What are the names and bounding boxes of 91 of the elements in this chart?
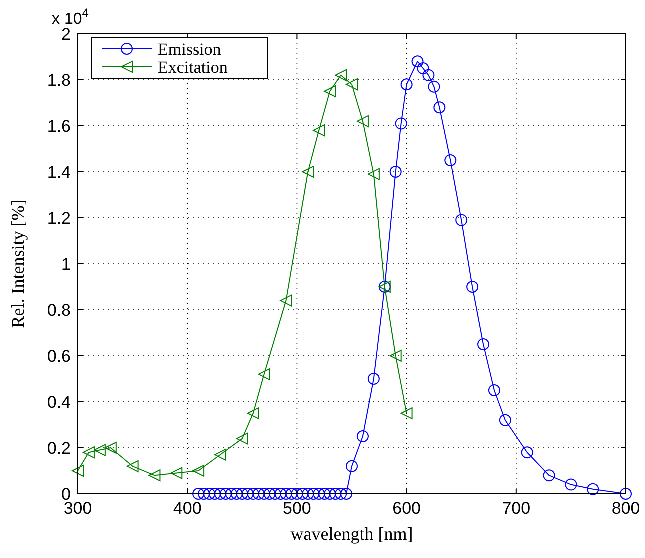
point <box>478 338 490 350</box>
point <box>390 166 402 178</box>
x-tick-label: 300 <box>64 499 92 518</box>
point <box>302 166 314 178</box>
point <box>148 470 161 482</box>
point <box>488 384 500 396</box>
y-axis-title: Rel. Intensity [%] <box>8 200 28 328</box>
point <box>104 442 117 454</box>
x-tick-label: 800 <box>612 499 640 518</box>
point <box>499 414 512 426</box>
point <box>395 118 408 130</box>
point <box>521 446 534 459</box>
point <box>247 488 260 500</box>
point <box>247 408 260 420</box>
point <box>252 488 265 500</box>
point <box>330 488 342 500</box>
point <box>230 488 243 500</box>
point <box>428 80 440 93</box>
point <box>318 488 331 500</box>
point <box>296 488 309 500</box>
point <box>308 488 320 500</box>
point <box>170 467 183 480</box>
point <box>368 373 380 385</box>
point <box>192 488 205 500</box>
x-tick-label: 600 <box>392 499 421 518</box>
point <box>400 408 413 420</box>
point <box>324 86 336 98</box>
point <box>587 483 600 496</box>
point <box>466 281 479 293</box>
point <box>444 154 457 166</box>
point <box>214 488 226 500</box>
x-axis-title: wavelength [nm] <box>290 524 414 544</box>
point <box>324 488 336 500</box>
point <box>280 488 292 500</box>
point <box>400 78 413 91</box>
point <box>356 430 369 442</box>
point <box>368 168 380 180</box>
point <box>417 62 430 74</box>
point <box>302 488 314 500</box>
point <box>192 465 205 477</box>
point <box>565 478 578 491</box>
point <box>313 488 326 500</box>
y-tick-label: 1.8 <box>47 70 71 90</box>
point <box>242 488 254 500</box>
y-tick-label: 0.6 <box>47 346 71 366</box>
point <box>225 488 238 500</box>
point <box>356 115 369 128</box>
point <box>209 488 221 500</box>
point <box>456 214 468 226</box>
point <box>412 56 424 68</box>
point <box>346 78 358 91</box>
point <box>543 470 556 482</box>
x-tick-label: 500 <box>283 499 312 518</box>
x-tick-label: 400 <box>173 499 202 518</box>
point <box>335 69 348 82</box>
legend-label: Emission <box>158 40 222 59</box>
point <box>126 460 139 472</box>
point <box>269 488 282 500</box>
point <box>236 488 248 500</box>
y-tick-label: 1 <box>62 254 71 274</box>
point <box>422 69 435 82</box>
point <box>286 488 298 500</box>
point <box>94 444 106 456</box>
point <box>280 294 292 307</box>
point <box>258 488 270 500</box>
point <box>340 488 353 500</box>
point <box>258 368 270 380</box>
point <box>620 488 632 500</box>
y-tick-label: 0.8 <box>47 300 71 320</box>
point <box>335 488 348 500</box>
point <box>72 465 84 477</box>
point <box>198 488 210 500</box>
y-tick-label: 0.4 <box>47 392 71 412</box>
point <box>313 124 326 137</box>
point <box>204 488 216 500</box>
point <box>264 488 276 500</box>
point <box>346 460 358 472</box>
y-tick-label: 1.6 <box>47 116 71 136</box>
y-tick-label: 1.4 <box>47 162 71 182</box>
point <box>390 350 402 362</box>
point <box>434 102 446 114</box>
point <box>82 446 95 459</box>
x-tick-label: 700 <box>502 499 531 518</box>
point <box>291 488 304 500</box>
point <box>214 448 226 461</box>
point <box>236 432 248 445</box>
legend-label: Excitation <box>158 58 228 77</box>
y-tick-label: 1.2 <box>47 208 71 228</box>
y-tick-label: 0.2 <box>47 438 71 458</box>
point <box>220 488 232 500</box>
point <box>274 488 287 500</box>
